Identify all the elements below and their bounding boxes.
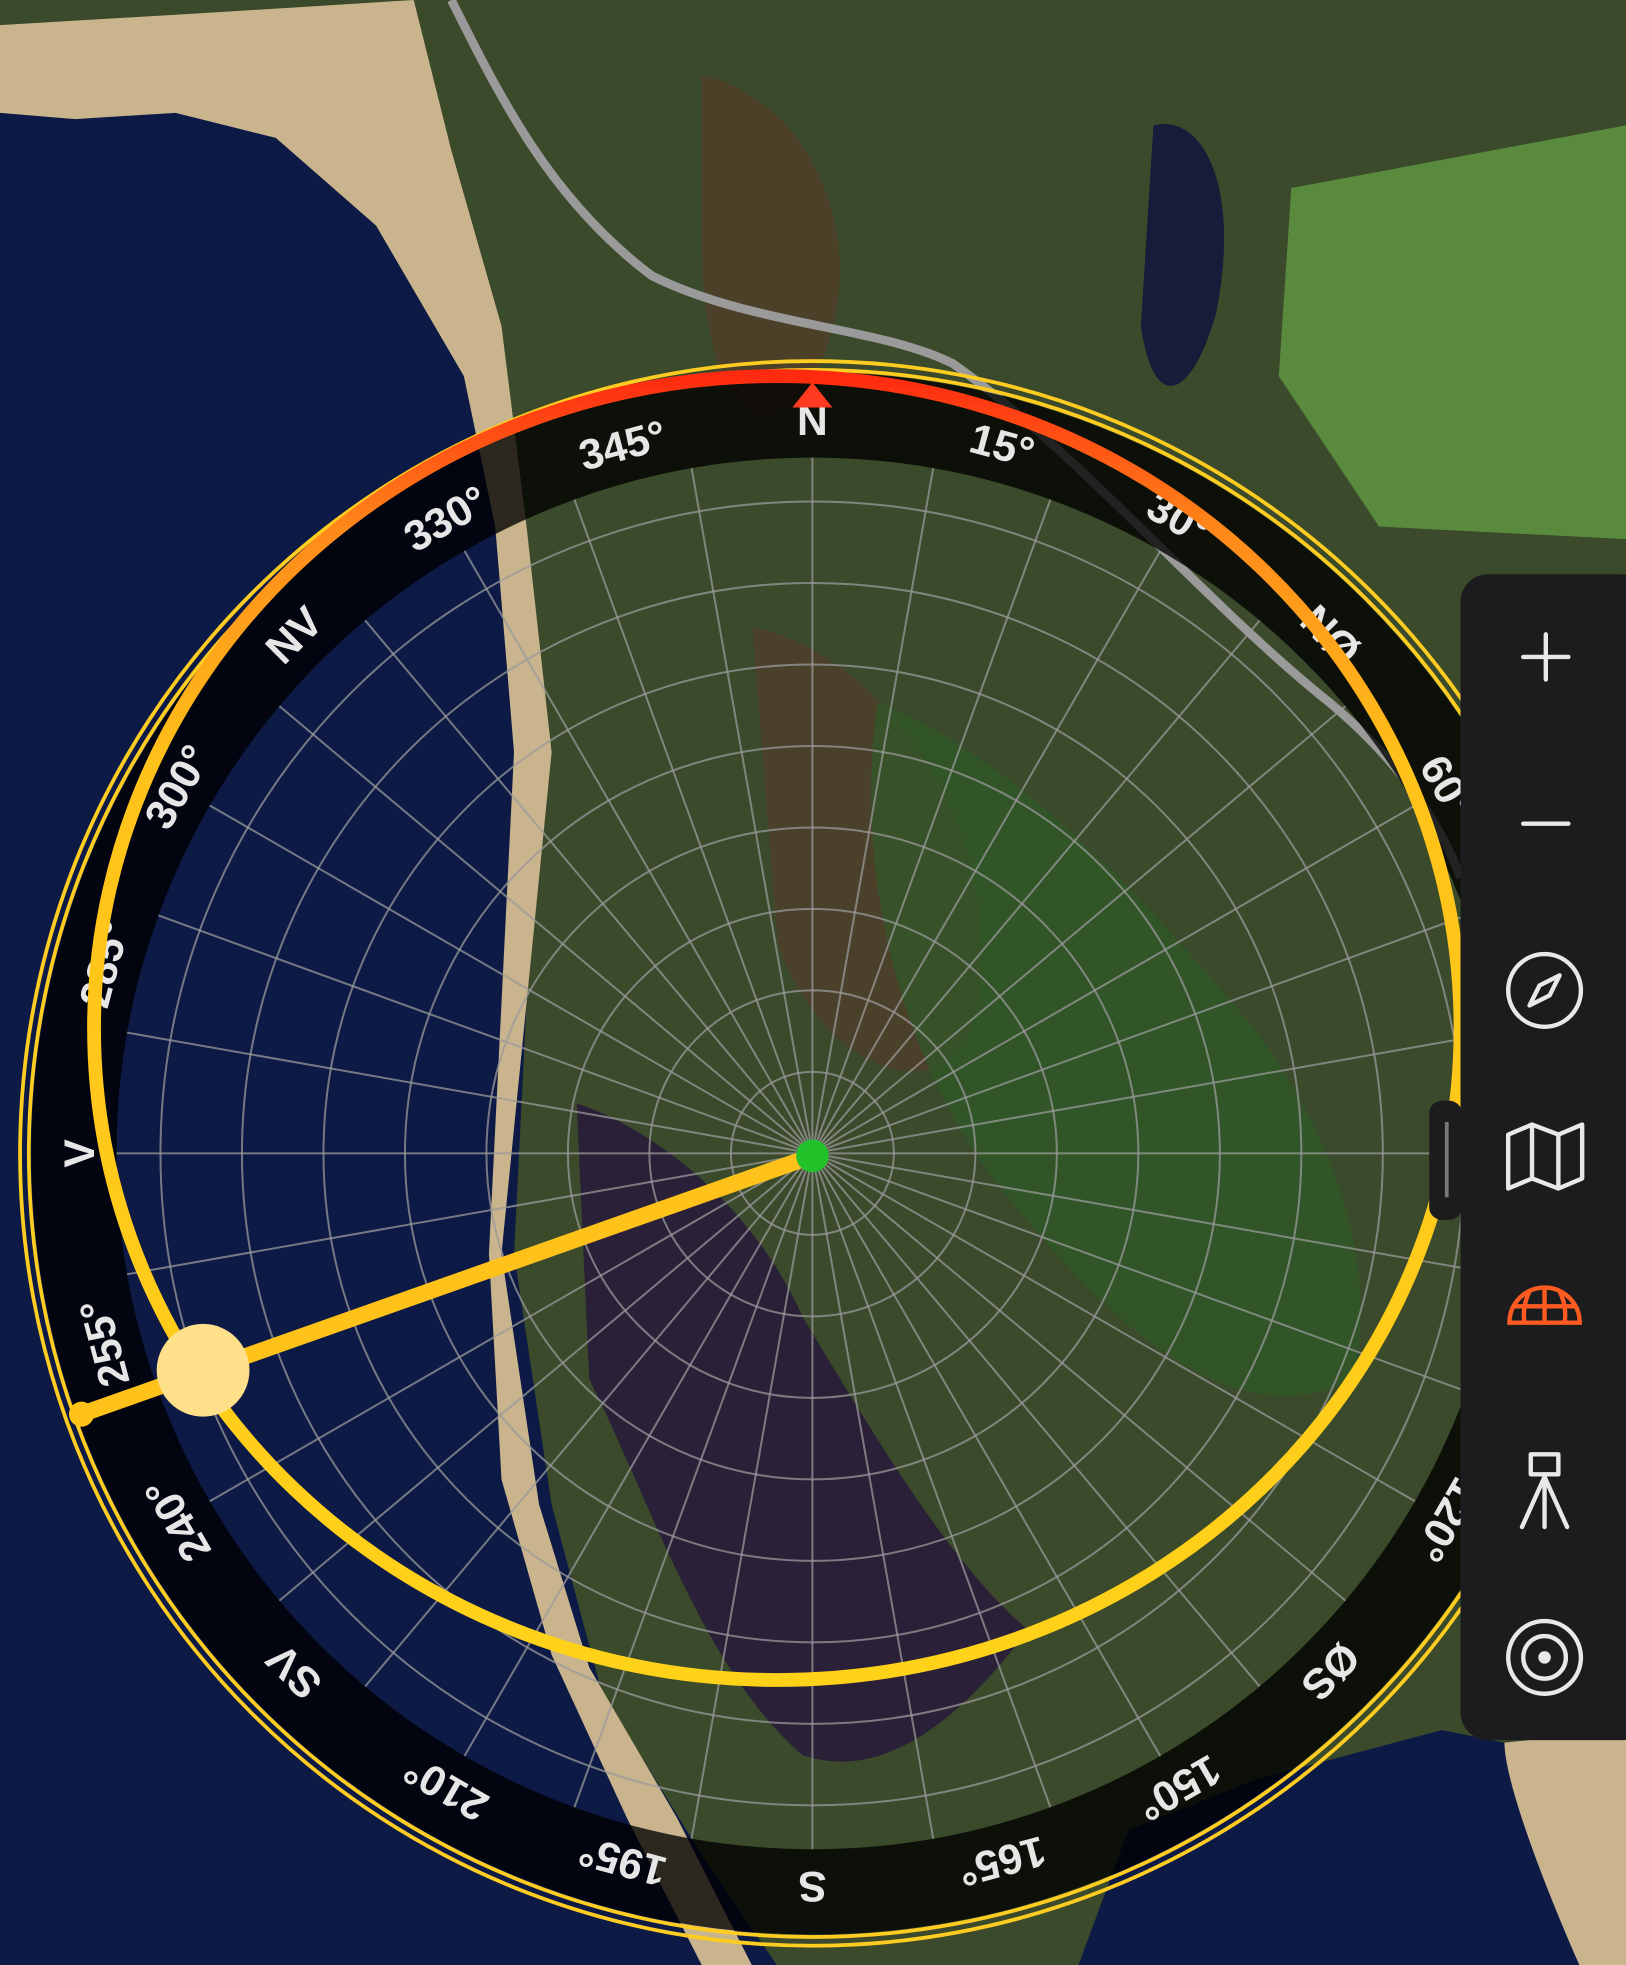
compass-label: V bbox=[56, 1139, 104, 1168]
location-dot bbox=[796, 1140, 829, 1173]
compass-button[interactable] bbox=[1479, 934, 1612, 1047]
map-view: N15°30°NØ60°120°ØS150°165°S195°210°SV240… bbox=[0, 0, 1626, 1965]
compass-label: S bbox=[798, 1862, 826, 1910]
map-button[interactable] bbox=[1479, 1099, 1612, 1212]
zoom-out-button[interactable] bbox=[1479, 767, 1612, 880]
zoom-in-button[interactable] bbox=[1479, 602, 1612, 715]
target-button[interactable] bbox=[1479, 1601, 1612, 1714]
page: {"compass":{"labels":["N","15°","30°","N… bbox=[0, 0, 1626, 1965]
sun-marker bbox=[69, 1402, 94, 1427]
sun-position bbox=[157, 1324, 250, 1417]
globe-button[interactable] bbox=[1479, 1250, 1612, 1363]
tripod-button[interactable] bbox=[1479, 1435, 1612, 1548]
